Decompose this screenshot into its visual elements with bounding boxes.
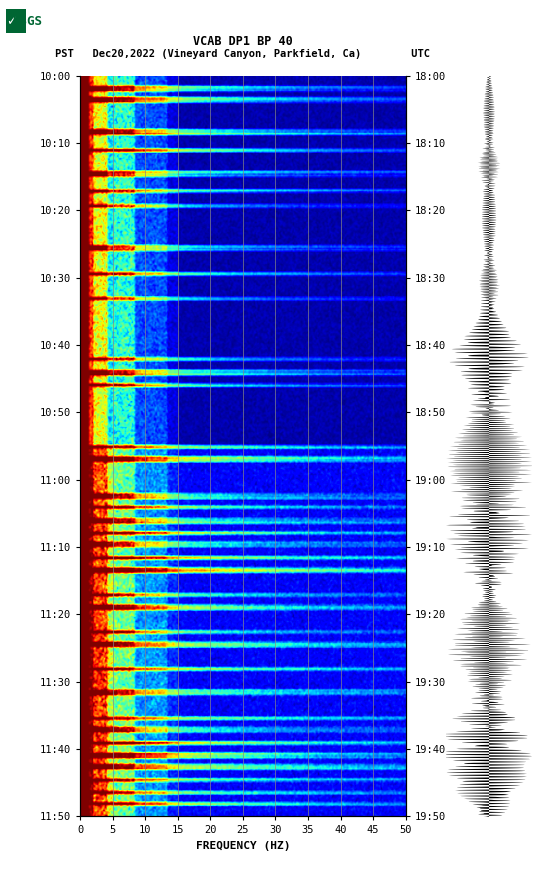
Text: ✓: ✓ — [7, 15, 17, 28]
FancyBboxPatch shape — [6, 9, 26, 34]
Text: USGS: USGS — [12, 15, 42, 28]
Text: VCAB DP1 BP 40: VCAB DP1 BP 40 — [193, 35, 293, 47]
Text: PST   Dec20,2022 (Vineyard Canyon, Parkfield, Ca)        UTC: PST Dec20,2022 (Vineyard Canyon, Parkfie… — [55, 48, 431, 59]
X-axis label: FREQUENCY (HZ): FREQUENCY (HZ) — [195, 841, 290, 851]
